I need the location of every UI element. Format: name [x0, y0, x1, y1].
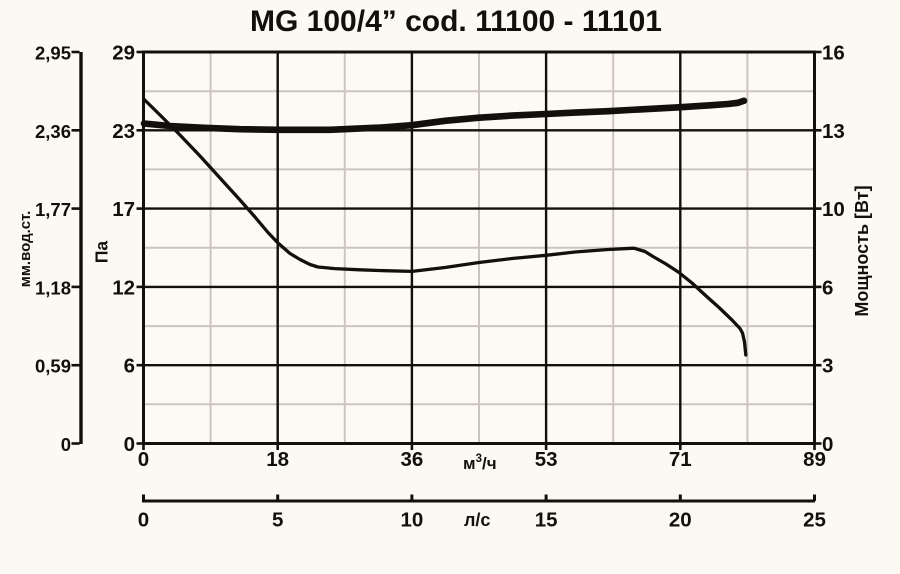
svg-text:6: 6: [124, 355, 135, 378]
svg-text:23: 23: [112, 120, 135, 143]
svg-text:18: 18: [266, 448, 289, 471]
svg-text:17: 17: [112, 198, 135, 221]
svg-text:0,59: 0,59: [35, 356, 71, 377]
svg-text:Па: Па: [92, 241, 112, 264]
svg-text:25: 25: [803, 509, 826, 532]
svg-text:0: 0: [61, 434, 71, 455]
svg-text:мм.вод.ст.: мм.вод.ст.: [17, 211, 34, 288]
svg-text:3: 3: [822, 355, 833, 378]
svg-text:10: 10: [400, 509, 423, 532]
svg-text:15: 15: [535, 509, 558, 532]
svg-text:м3/ч: м3/ч: [463, 453, 497, 473]
svg-text:0: 0: [138, 509, 149, 532]
svg-text:0: 0: [138, 448, 149, 471]
svg-text:89: 89: [803, 448, 826, 471]
svg-text:л/с: л/с: [464, 510, 490, 530]
svg-text:0: 0: [822, 433, 833, 456]
svg-text:Мощность [Вт]: Мощность [Вт]: [852, 185, 872, 316]
svg-text:6: 6: [822, 276, 833, 299]
svg-text:29: 29: [112, 42, 135, 65]
svg-text:16: 16: [822, 42, 845, 65]
svg-text:MG 100/4” cod. 11100 - 11101: MG 100/4” cod. 11100 - 11101: [250, 5, 662, 38]
svg-text:1,18: 1,18: [35, 277, 71, 298]
svg-text:2,95: 2,95: [35, 43, 71, 64]
svg-text:12: 12: [112, 276, 135, 299]
svg-text:10: 10: [822, 198, 845, 221]
svg-text:53: 53: [535, 448, 558, 471]
svg-text:1,77: 1,77: [35, 199, 71, 220]
svg-text:13: 13: [822, 120, 845, 143]
svg-text:2,36: 2,36: [35, 121, 71, 142]
svg-text:20: 20: [669, 509, 692, 532]
svg-text:36: 36: [400, 448, 423, 471]
svg-text:5: 5: [272, 509, 283, 532]
svg-text:0: 0: [124, 433, 135, 456]
svg-text:71: 71: [669, 448, 692, 471]
